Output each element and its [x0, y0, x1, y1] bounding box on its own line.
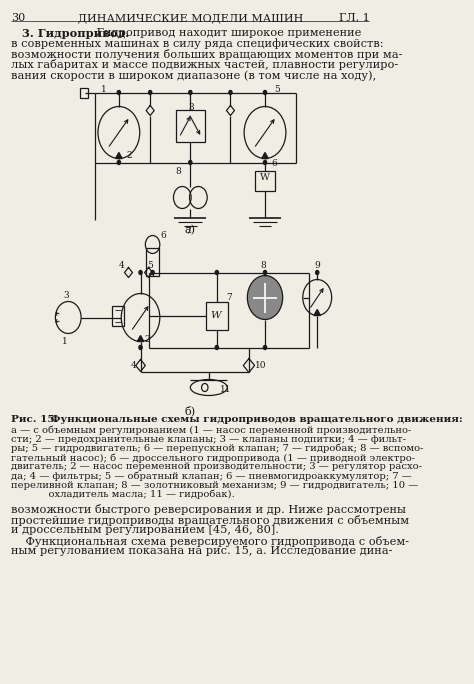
Circle shape [151, 270, 154, 274]
Circle shape [189, 161, 192, 164]
Text: Гидропривод находит широкое применение: Гидропривод находит широкое применение [93, 28, 362, 38]
Text: 5: 5 [147, 261, 153, 269]
Circle shape [189, 90, 192, 94]
Text: двигатель; 2 — насос переменной производительности; 3 — регулятор расхо-: двигатель; 2 — насос переменной производ… [11, 462, 422, 471]
Text: простейшие гидроприводы вращательного движения с объемным: простейшие гидроприводы вращательного дв… [11, 514, 410, 525]
Text: 7: 7 [185, 228, 191, 237]
Text: возможности получения больших вращающих моментов при ма-: возможности получения больших вращающих … [11, 49, 403, 60]
Text: 8: 8 [260, 261, 266, 269]
Bar [206, 302, 228, 330]
Text: 30: 30 [11, 13, 26, 23]
Circle shape [316, 270, 319, 274]
Text: 2: 2 [127, 150, 133, 159]
Text: 1: 1 [101, 85, 107, 94]
Text: ры; 5 — гидродвигатель; 6 — перепускной клапан; 7 — гидробак; 8 — вспомо-: ры; 5 — гидродвигатель; 6 — перепускной … [11, 444, 424, 453]
Text: 8: 8 [176, 168, 182, 176]
Polygon shape [116, 153, 122, 159]
Text: возможности быстрого реверсирования и др. Ниже рассмотрены: возможности быстрого реверсирования и др… [11, 504, 406, 515]
Bar [176, 109, 205, 142]
Text: переливной клапан; 8 — золотниковый механизм; 9 — гидродвигатель; 10 —: переливной клапан; 8 — золотниковый меха… [11, 481, 419, 490]
Text: охладитель масла; 11 — гидробак).: охладитель масла; 11 — гидробак). [11, 490, 235, 499]
Circle shape [229, 90, 232, 94]
Circle shape [215, 345, 219, 350]
Circle shape [139, 270, 142, 274]
Text: лых габаритах и массе подвижных частей, плавности регулиро-: лых габаритах и массе подвижных частей, … [11, 60, 399, 70]
Circle shape [264, 345, 266, 350]
Text: ДИНАМИЧЕСКИЕ МОДЕЛИ МАШИН: ДИНАМИЧЕСКИЕ МОДЕЛИ МАШИН [78, 13, 303, 23]
Text: б): б) [185, 406, 196, 417]
Text: 4: 4 [119, 261, 125, 269]
Text: ным регулованием показана на рис. 15, а. Исследование дина-: ным регулованием показана на рис. 15, а.… [11, 546, 393, 556]
Polygon shape [262, 153, 268, 159]
Text: и дроссельным регулированием [45, 46, 80].: и дроссельным регулированием [45, 46, 80… [11, 525, 279, 535]
Circle shape [117, 90, 120, 94]
Text: 3: 3 [64, 291, 69, 300]
Circle shape [215, 270, 219, 274]
Circle shape [148, 90, 152, 94]
Text: Функциональная схема реверсируемого гидропривода с объем-: Функциональная схема реверсируемого гидр… [11, 536, 410, 547]
Text: 10: 10 [255, 362, 267, 371]
Text: W: W [260, 174, 270, 183]
Text: а — с объемным регулированием (1 — насос переменной производительно-: а — с объемным регулированием (1 — насос… [11, 425, 411, 435]
Circle shape [264, 270, 266, 274]
Text: 9: 9 [314, 261, 320, 269]
Text: 11: 11 [220, 384, 231, 393]
Text: 5: 5 [274, 85, 281, 94]
Text: ГЛ. 1: ГЛ. 1 [338, 13, 369, 23]
Text: гательный насос); б — дроссельного гидропривода (1 — приводной электро-: гательный насос); б — дроссельного гидро… [11, 453, 415, 462]
Text: Функциональные схемы гидроприводов вращательного движения:: Функциональные схемы гидроприводов враща… [46, 415, 462, 425]
Text: 6: 6 [272, 159, 277, 168]
Text: сти; 2 — предохранительные клапаны; 3 — клапаны подпитки; 4 — фильт-: сти; 2 — предохранительные клапаны; 3 — … [11, 435, 406, 444]
Circle shape [247, 276, 283, 319]
Circle shape [264, 161, 266, 164]
Bar [111, 306, 125, 326]
Text: 2: 2 [145, 335, 150, 345]
Text: 7: 7 [227, 293, 232, 302]
Circle shape [117, 161, 120, 164]
Polygon shape [137, 335, 144, 341]
Text: да; 4 — фильтры; 5 — обратный клапан; 6 — пневмогидроаккумулятор; 7 —: да; 4 — фильтры; 5 — обратный клапан; 6 … [11, 471, 412, 481]
Circle shape [264, 90, 266, 94]
Text: в современных машинах в силу ряда специфических свойств:: в современных машинах в силу ряда специф… [11, 38, 384, 49]
Bar [80, 88, 88, 98]
Text: 1: 1 [62, 337, 68, 347]
Text: а): а) [185, 224, 196, 235]
Circle shape [139, 345, 142, 350]
Text: Рис. 15.: Рис. 15. [11, 415, 58, 425]
Text: 6: 6 [161, 231, 166, 239]
Text: W: W [210, 311, 221, 321]
Text: вания скорости в широком диапазоне (в том числе на ходу),: вания скорости в широком диапазоне (в то… [11, 70, 376, 81]
Text: 3: 3 [188, 103, 193, 111]
Text: 4: 4 [131, 362, 137, 371]
Polygon shape [314, 309, 320, 315]
Bar [255, 170, 274, 191]
Text: 3. Гидропривод.: 3. Гидропривод. [22, 28, 129, 39]
Bar [146, 248, 159, 276]
